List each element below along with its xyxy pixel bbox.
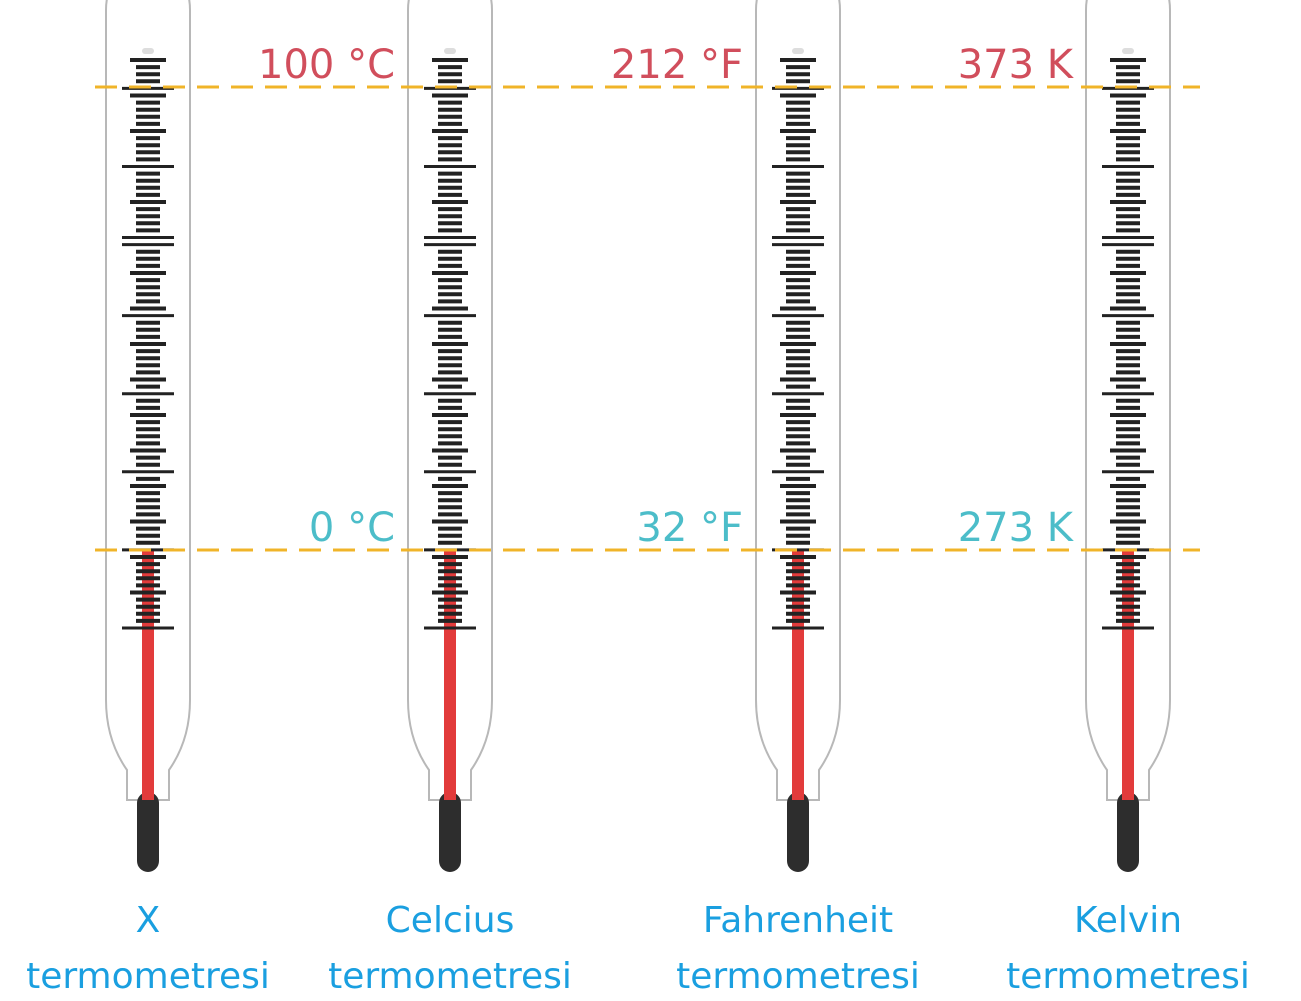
cap-top [792,48,804,54]
caption-name: X [136,900,161,941]
bulb [787,792,809,872]
caption-label: termometresi [26,956,270,997]
top-label: 212 °F [611,42,743,88]
mercury [444,550,456,800]
bulb [439,792,461,872]
caption-label: termometresi [1006,956,1250,997]
caption-name: Fahrenheit [703,900,893,941]
top-label: 100 °C [258,42,395,88]
mercury [1122,550,1134,800]
bottom-label: 0 °C [309,505,395,551]
bottom-label: 273 K [958,505,1075,551]
caption-name: Kelvin [1074,900,1182,941]
mercury [792,550,804,800]
bottom-label: 32 °F [636,505,743,551]
diagram: Xtermometresi 100 °C 0 °C Celcius termometre… [0,0,1301,1001]
cap-top [444,48,456,54]
caption-label: termometresi [328,956,572,997]
page: {"thermometers": [ {"name": "X", "label"… [0,0,1301,1001]
caption-name: Celcius [386,900,515,941]
cap-top [1122,48,1134,54]
caption-label: termometresi [676,956,920,997]
bulb [137,792,159,872]
cap-top [142,48,154,54]
bulb [1117,792,1139,872]
top-label: 373 K [958,42,1075,88]
mercury [142,550,154,800]
